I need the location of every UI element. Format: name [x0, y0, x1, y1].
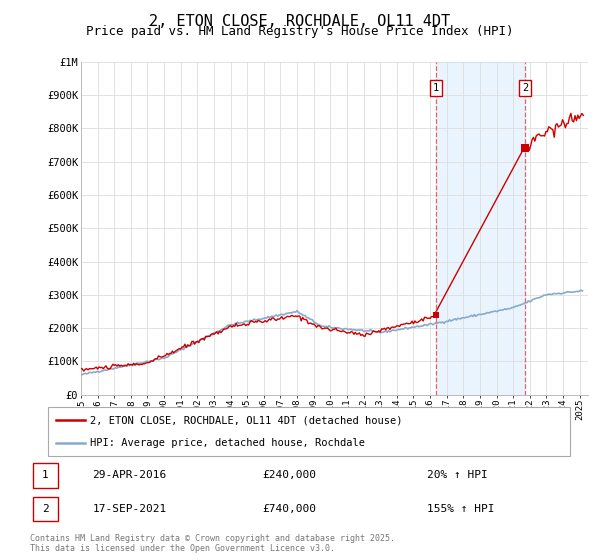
- Text: 20% ↑ HPI: 20% ↑ HPI: [427, 470, 488, 480]
- Text: 2: 2: [522, 83, 528, 94]
- Text: 155% ↑ HPI: 155% ↑ HPI: [427, 504, 495, 514]
- Text: HPI: Average price, detached house, Rochdale: HPI: Average price, detached house, Roch…: [90, 438, 365, 448]
- FancyBboxPatch shape: [33, 497, 58, 521]
- Text: £240,000: £240,000: [262, 470, 316, 480]
- Text: 2, ETON CLOSE, ROCHDALE, OL11 4DT: 2, ETON CLOSE, ROCHDALE, OL11 4DT: [149, 14, 451, 29]
- Text: 17-SEP-2021: 17-SEP-2021: [92, 504, 166, 514]
- Bar: [436, 62, 525, 395]
- Text: 2: 2: [42, 504, 49, 514]
- Text: 2, ETON CLOSE, ROCHDALE, OL11 4DT (detached house): 2, ETON CLOSE, ROCHDALE, OL11 4DT (detac…: [90, 416, 402, 426]
- Text: Contains HM Land Registry data © Crown copyright and database right 2025.
This d: Contains HM Land Registry data © Crown c…: [30, 534, 395, 553]
- Text: 1: 1: [433, 83, 439, 94]
- Text: £740,000: £740,000: [262, 504, 316, 514]
- Text: Price paid vs. HM Land Registry's House Price Index (HPI): Price paid vs. HM Land Registry's House …: [86, 25, 514, 38]
- FancyBboxPatch shape: [33, 463, 58, 488]
- Text: 29-APR-2016: 29-APR-2016: [92, 470, 166, 480]
- Text: 1: 1: [42, 470, 49, 480]
